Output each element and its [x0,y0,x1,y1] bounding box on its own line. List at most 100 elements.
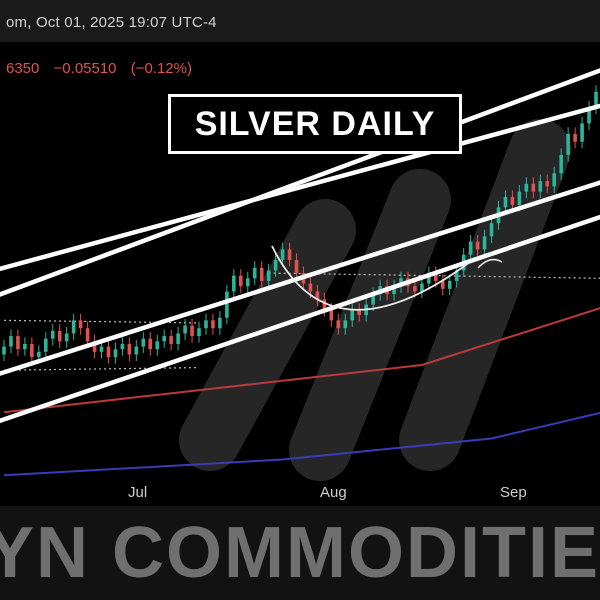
candle-body-82 [573,133,577,142]
price-change-row: 6350 −0.05510 (−0.12%) [6,60,202,77]
candle-body-44 [308,283,313,292]
candle-body-63 [440,280,445,289]
candle-body-25 [176,333,180,344]
candle-body-15 [106,346,111,358]
trendline-1 [0,103,600,272]
last-price: 6350 [6,60,40,77]
candle-body-76 [531,183,536,192]
price-change: −0.05510 [53,60,117,77]
candle-body-67 [468,241,473,255]
candle-body-70 [489,223,494,237]
candle-body-74 [517,191,522,205]
candle-body-69 [482,236,487,250]
candle-body-80 [559,154,563,174]
watermark-text: YN COMMODITIE [0,513,600,593]
x-tick-label-sep: Sep [500,484,527,501]
candle-body-64 [447,280,452,289]
chart-title: SILVER DAILY [194,104,436,143]
candle-body-50 [350,309,355,321]
candle-body-18 [127,343,132,355]
candle-body-9 [64,333,69,342]
dotted-level-2 [268,272,600,279]
candle-body-83 [580,123,584,142]
candle-body-46 [322,299,327,310]
candle-body-61 [427,273,431,284]
candle-body-72 [503,196,508,208]
candle-body-51 [357,309,361,316]
candle-body-81 [566,133,570,155]
candle-body-29 [204,320,208,329]
candle-body-24 [169,336,173,344]
candle-body-3 [23,343,27,350]
candle-body-31 [218,317,222,329]
candle-body-68 [475,241,480,250]
candle-body-41 [287,249,292,260]
candle-body-45 [315,291,320,300]
candle-body-21 [148,338,153,350]
candle-body-39 [273,259,278,271]
chart-header-bar: om, Oct 01, 2025 19:07 UTC-4 [0,0,600,42]
trendline-0 [0,68,600,297]
candle-body-47 [329,309,334,321]
candle-body-78 [545,181,550,187]
candle-body-37 [259,267,264,281]
candle-body-8 [57,330,62,342]
candle-body-84 [587,107,591,124]
candle-body-6 [43,338,48,352]
candle-body-26 [183,325,187,334]
price-change-percent: (−0.12%) [130,60,192,77]
candle-body-16 [113,349,118,358]
candle-body-42 [294,259,299,274]
candle-body-36 [252,267,257,279]
candle-body-34 [239,275,243,287]
candle-body-19 [134,346,139,355]
moving-average-long-line [3,411,600,477]
candle-body-53 [371,294,375,305]
trendline-3 [0,214,600,424]
candle-body-73 [510,196,515,205]
handle-pattern-arc [477,258,503,269]
candle-body-14 [99,346,104,352]
candle-body-0 [2,346,6,355]
cup-pattern-arc [271,245,471,311]
candle-body-20 [141,338,146,347]
chart-title-box: SILVER DAILY [168,94,462,154]
candle-body-60 [420,283,424,292]
candle-body-48 [336,320,341,329]
candle-body-56 [392,286,396,295]
candle-body-17 [120,343,125,350]
candle-body-22 [155,341,160,350]
candle-body-11 [78,320,83,329]
candle-body-59 [413,286,417,292]
candle-body-75 [524,183,529,192]
candle-body-13 [92,341,97,352]
candle-body-1 [9,336,13,347]
candle-body-85 [594,91,598,108]
trendline-2 [0,180,600,376]
candle-body-30 [211,320,215,329]
candle-body-62 [434,273,438,281]
candle-body-32 [225,291,229,318]
candle-body-33 [232,275,236,292]
watermark-band [0,506,600,600]
candle-body-27 [190,325,194,337]
candle-body-2 [16,336,20,350]
watermark-logo-icon [179,119,571,481]
candle-body-77 [538,181,543,192]
candle-body-28 [197,328,201,337]
candle-body-7 [50,330,55,339]
candle-body-12 [85,328,90,342]
candle-body-10 [71,320,76,334]
candle-body-40 [280,249,285,260]
dotted-level-1 [3,366,200,371]
moving-average-short-line [3,307,600,414]
candle-body-49 [343,320,348,329]
candle-body-23 [162,336,166,342]
candle-body-4 [30,343,34,358]
candle-body-35 [245,278,250,287]
candle-body-38 [266,270,271,281]
candle-body-65 [454,270,459,281]
x-tick-label-jul: Jul [128,484,148,501]
x-tick-label-aug: Aug [320,484,347,501]
